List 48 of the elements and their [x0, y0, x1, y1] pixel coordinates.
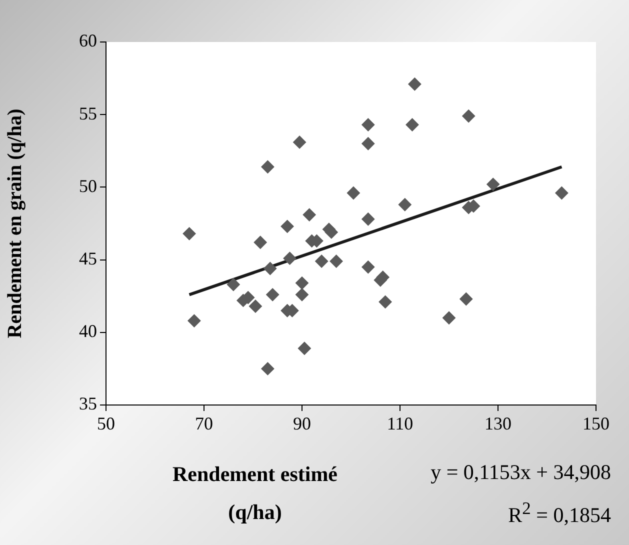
point: [298, 342, 311, 355]
x-tick-label: 90: [293, 414, 311, 434]
point: [266, 288, 280, 302]
y-tick-label: 35: [79, 394, 97, 414]
x-tick-label: 50: [97, 414, 115, 434]
text: y = 0,1153x + 34,908: [430, 460, 611, 485]
y-axis-title: Rendement en grain (q/ha): [4, 108, 26, 338]
y-tick-label: 50: [79, 176, 97, 196]
point: [261, 362, 274, 376]
y-tick-label: 55: [79, 103, 97, 124]
point: [264, 262, 277, 276]
point: [398, 198, 412, 212]
point: [346, 186, 360, 200]
x-tick-label: 150: [582, 414, 610, 434]
x-axis-title: Rendement estimé (q/ha): [171, 461, 339, 526]
text: R$^{2}$ = 0,1854: [508, 498, 611, 528]
x-tick-label: 110: [386, 414, 414, 434]
point: [302, 208, 316, 222]
point: [188, 314, 201, 328]
point: [315, 254, 328, 268]
point: [283, 252, 296, 265]
point: [362, 260, 375, 274]
point: [261, 160, 274, 174]
y-tick-label: 45: [79, 248, 97, 269]
point: [362, 118, 375, 132]
point: [555, 186, 568, 200]
point: [182, 227, 196, 240]
point: [442, 311, 456, 324]
x-tick-label: 70: [195, 414, 213, 434]
y-tick-label: 40: [79, 321, 97, 342]
point: [486, 178, 500, 191]
point: [280, 220, 294, 233]
point: [248, 300, 262, 313]
point: [362, 212, 375, 226]
point: [254, 236, 267, 249]
point: [378, 295, 392, 308]
point: [330, 254, 343, 268]
point: [460, 292, 473, 306]
point: [406, 118, 419, 132]
point: [408, 78, 422, 91]
point: [462, 110, 476, 123]
y-tick-label: 60: [79, 30, 97, 51]
point: [296, 276, 308, 290]
x-tick-label: 130: [484, 414, 512, 434]
point: [362, 137, 375, 150]
point: [293, 136, 306, 149]
point: [296, 288, 308, 302]
point: [226, 278, 240, 291]
